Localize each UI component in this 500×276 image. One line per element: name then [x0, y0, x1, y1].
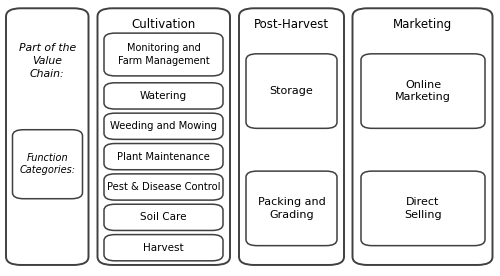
- FancyBboxPatch shape: [104, 83, 223, 109]
- Text: Watering: Watering: [140, 91, 187, 101]
- FancyBboxPatch shape: [104, 204, 223, 230]
- FancyBboxPatch shape: [361, 171, 485, 246]
- FancyBboxPatch shape: [361, 54, 485, 128]
- FancyBboxPatch shape: [12, 130, 82, 199]
- Text: Post-Harvest: Post-Harvest: [254, 18, 329, 31]
- FancyBboxPatch shape: [239, 8, 344, 265]
- Text: Soil Care: Soil Care: [140, 212, 186, 222]
- Text: Cultivation: Cultivation: [132, 18, 196, 31]
- FancyBboxPatch shape: [104, 235, 223, 261]
- Text: Online
Marketing: Online Marketing: [395, 80, 451, 102]
- Text: Part of the
Value
Chain:: Part of the Value Chain:: [18, 43, 76, 79]
- Text: Function
Categories:: Function Categories:: [20, 153, 76, 176]
- Text: Marketing: Marketing: [393, 18, 452, 31]
- FancyBboxPatch shape: [98, 8, 230, 265]
- FancyBboxPatch shape: [246, 54, 337, 128]
- Text: Monitoring and
Farm Management: Monitoring and Farm Management: [118, 43, 210, 66]
- Text: Packing and
Grading: Packing and Grading: [258, 197, 326, 220]
- FancyBboxPatch shape: [104, 144, 223, 170]
- FancyBboxPatch shape: [104, 113, 223, 139]
- FancyBboxPatch shape: [104, 174, 223, 200]
- FancyBboxPatch shape: [104, 33, 223, 76]
- Text: Plant Maintenance: Plant Maintenance: [117, 152, 210, 162]
- Text: Harvest: Harvest: [143, 243, 184, 253]
- FancyBboxPatch shape: [6, 8, 88, 265]
- Text: Direct
Selling: Direct Selling: [404, 197, 442, 220]
- FancyBboxPatch shape: [352, 8, 492, 265]
- Text: Storage: Storage: [270, 86, 314, 96]
- Text: Pest & Disease Control: Pest & Disease Control: [106, 182, 220, 192]
- Text: Weeding and Mowing: Weeding and Mowing: [110, 121, 217, 131]
- FancyBboxPatch shape: [246, 171, 337, 246]
